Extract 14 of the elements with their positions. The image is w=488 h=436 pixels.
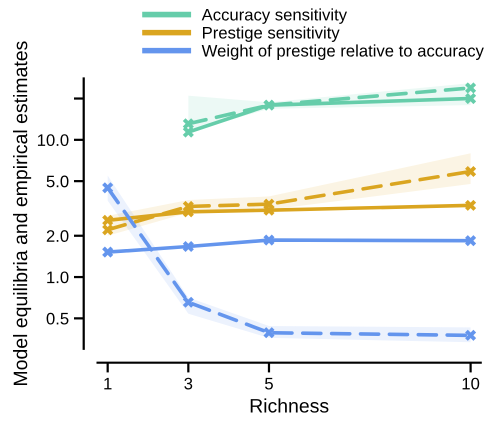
y-tick-label: 1.0: [47, 271, 68, 284]
x-tick-label: 10: [462, 378, 480, 390]
y-tick-label: 5.0: [46, 176, 68, 188]
legend-label: Weight of prestige relative to accuracy: [202, 44, 484, 60]
legend-label: Accuracy sensitivity: [202, 8, 348, 24]
y-tick-label: 2.0: [46, 230, 68, 242]
y-tick-label: 0.5: [46, 312, 68, 325]
x-tick-label: 1: [104, 378, 112, 390]
y-tick-label: 10.0: [38, 134, 68, 146]
legend-label: Prestige sensitivity: [203, 26, 340, 42]
x-tick-label: 3: [184, 378, 192, 390]
x-tick-label: 5: [265, 378, 273, 390]
y-axis-title: Model equilibria and empirical estimates: [13, 41, 32, 385]
x-axis-title: Richness: [250, 398, 328, 413]
